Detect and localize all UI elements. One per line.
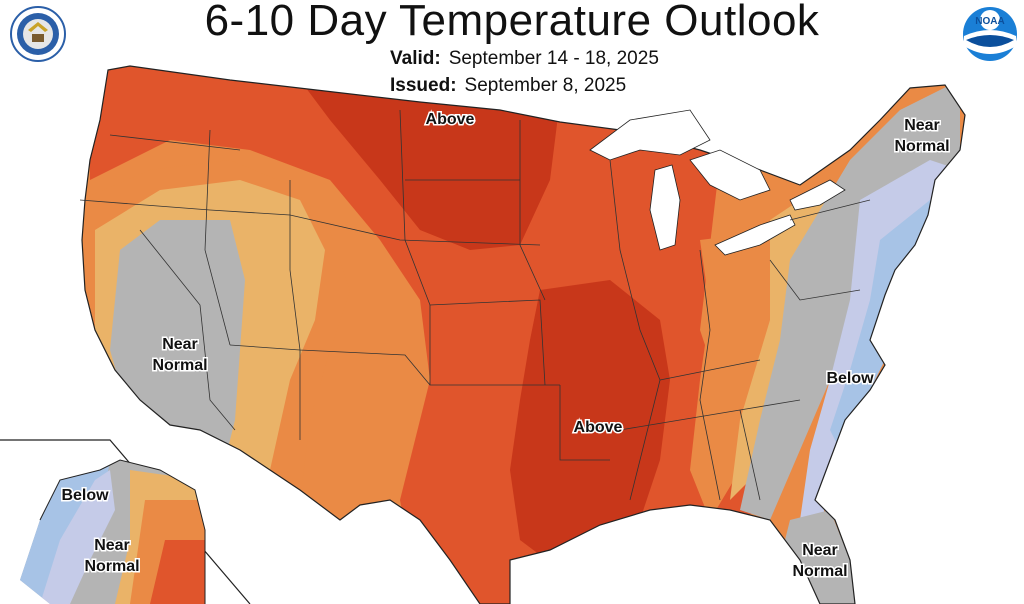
department-of-commerce-seal-icon [10,6,66,62]
label-near-normal-fl-line1: Near [802,542,838,559]
alaska-outline [39,459,206,604]
label-near-normal-west-line1: Near [162,336,198,353]
svg-text:NOAA: NOAA [975,16,1004,27]
issued-date: Issued: September 8, 2025 [390,75,626,97]
great-lakes [589,109,846,256]
label-near-normal-ak-line1: Near [94,537,130,554]
noaa-logo-icon: NOAA [963,7,1017,61]
issued-value: September 8, 2025 [464,75,627,96]
label-above-south: Above [574,419,623,436]
issued-label: Issued: [390,75,457,96]
label-above-north: Above [426,111,475,128]
label-below-east: Below [826,370,874,387]
page-title: 6-10 Day Temperature Outlook [204,0,820,45]
valid-label: Valid: [390,48,441,69]
label-near-normal-west-line2: Normal [152,357,207,374]
label-near-normal-ne-line2: Normal [894,138,949,155]
valid-dates: Valid: September 14 - 18, 2025 [390,48,659,70]
conus-outline [81,65,966,604]
label-below-alaska: Below [61,487,109,504]
alaska-shading [20,460,205,604]
state-boundaries [79,109,871,501]
valid-value: September 14 - 18, 2025 [448,48,659,69]
label-near-normal-fl-line2: Normal [792,563,847,580]
label-near-normal-ak-line2: Normal [84,558,139,575]
label-near-normal-ne-line1: Near [904,117,940,134]
